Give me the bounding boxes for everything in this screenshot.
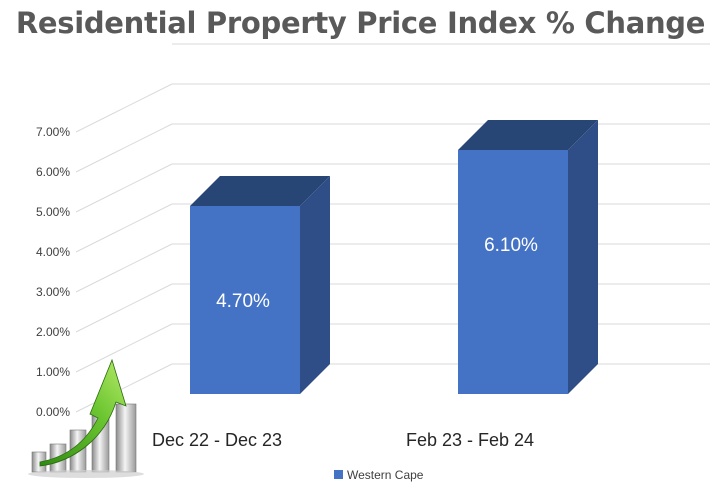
bar-side	[300, 176, 330, 394]
gridline-diagonal	[75, 193, 113, 213]
bar-top	[458, 120, 598, 150]
y-tick-label: 5.00%	[36, 205, 70, 219]
gridlines	[75, 43, 710, 413]
gridline-diagonal	[75, 233, 113, 253]
y-tick-label: 7.00%	[36, 125, 70, 139]
x-tick-label: Feb 23 - Feb 24	[406, 430, 534, 450]
y-axis: 0.00% 1.00% 2.00% 3.00% 4.00% 5.00% 6.00% 7.00%	[36, 125, 70, 419]
legend-label: Western Cape	[347, 468, 424, 482]
y-tick-label: 2.00%	[36, 325, 70, 339]
growth-arrow-bars-icon	[28, 358, 144, 478]
y-tick-label: 6.00%	[36, 165, 70, 179]
gridline-depth	[111, 283, 173, 315]
chart-title: Residential Property Price Index % Chang…	[15, 6, 706, 40]
data-label: 6.10%	[484, 235, 538, 256]
bar: 6.10%	[458, 120, 598, 394]
bar: 4.70%	[190, 176, 330, 394]
gridline-depth	[111, 83, 173, 115]
y-tick-label: 3.00%	[36, 285, 70, 299]
gridline-depth	[111, 363, 173, 395]
y-tick-label: 4.00%	[36, 245, 70, 259]
legend: Western Cape	[334, 468, 424, 482]
gridline-depth	[111, 163, 173, 195]
gridline-diagonal	[75, 353, 113, 373]
bar-top	[190, 176, 330, 206]
gridline-diagonal	[75, 273, 113, 293]
bars: 4.70% 6.10%	[190, 120, 598, 394]
gridline-depth	[111, 123, 173, 155]
bar-front	[458, 150, 568, 394]
y-tick-label: 1.00%	[36, 365, 70, 379]
bar-front	[190, 206, 300, 394]
gridline-diagonal	[75, 313, 113, 333]
y-tick-label: 0.00%	[36, 405, 70, 419]
data-label: 4.70%	[216, 291, 270, 312]
legend-swatch	[334, 470, 343, 479]
x-axis: Dec 22 - Dec 23 Feb 23 - Feb 24	[152, 430, 534, 450]
gridline-depth	[111, 243, 173, 275]
x-tick-label: Dec 22 - Dec 23	[152, 430, 282, 450]
bar-side	[568, 120, 598, 394]
gridline-diagonal	[75, 153, 113, 173]
gridline-depth	[111, 323, 173, 355]
gridline-diagonal	[75, 113, 113, 133]
gridline-depth	[111, 203, 173, 235]
